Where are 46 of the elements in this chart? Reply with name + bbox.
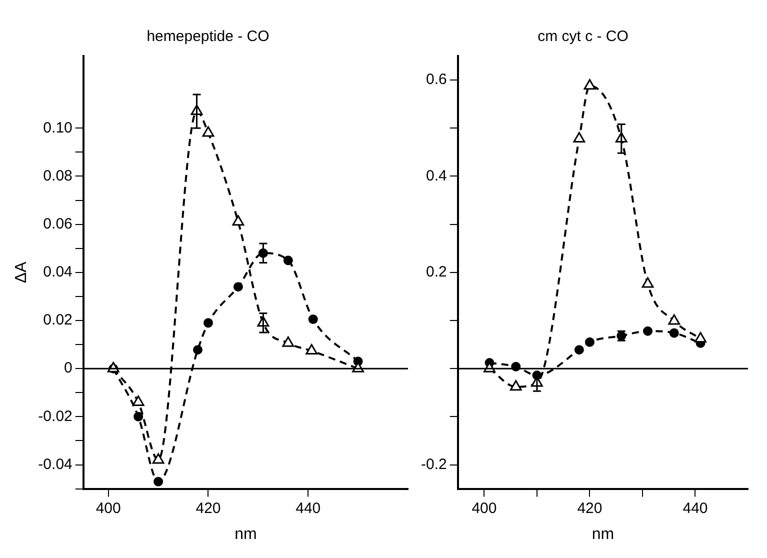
y-tick-label: -0.04 — [38, 456, 72, 473]
point — [643, 326, 653, 336]
point — [152, 453, 164, 464]
y-tick-label: 0.06 — [43, 215, 72, 232]
point — [669, 328, 679, 338]
chart-title: hemepeptide - CO — [146, 28, 270, 46]
point — [134, 412, 144, 422]
x-axis-title: nm — [234, 526, 257, 543]
point — [193, 345, 202, 355]
y-tick-label: 0.02 — [43, 312, 72, 329]
point — [282, 336, 294, 347]
y-tick-label: -0.02 — [38, 408, 72, 425]
point — [573, 132, 586, 142]
y-tick-label: 0.08 — [43, 167, 72, 184]
point — [574, 345, 584, 355]
point — [283, 256, 293, 266]
x-tick-label: 400 — [472, 500, 497, 517]
x-tick-label: 400 — [96, 500, 121, 517]
point — [668, 314, 680, 325]
point — [694, 332, 706, 343]
x-tick-label: 440 — [296, 500, 321, 517]
y-tick-label: 0.2 — [426, 264, 447, 281]
chart-title: cm cyt c - CO — [538, 28, 628, 46]
x-tick-label: 420 — [196, 500, 221, 517]
x-tick-label: 420 — [577, 500, 602, 517]
point — [154, 476, 164, 486]
x-axis-title: nm — [592, 526, 614, 543]
point — [584, 337, 594, 347]
x-tick-label: 440 — [682, 500, 708, 517]
point — [132, 395, 144, 406]
y-tick-label: -0.2 — [420, 456, 447, 473]
y-tick-label: 0.4 — [426, 167, 447, 184]
y-tick-label: 0.6 — [426, 71, 447, 88]
point — [202, 126, 214, 137]
y-axis-title: ΔA — [13, 261, 30, 284]
y-tick-label: 0 — [64, 360, 72, 377]
point — [308, 314, 318, 324]
point — [203, 318, 213, 328]
point — [584, 79, 596, 90]
point — [233, 282, 243, 292]
point — [306, 344, 318, 355]
y-tick-label: 0.04 — [43, 264, 72, 281]
point — [232, 215, 244, 226]
point — [642, 277, 654, 288]
point — [510, 380, 522, 391]
y-tick-label: 0.10 — [43, 119, 72, 136]
